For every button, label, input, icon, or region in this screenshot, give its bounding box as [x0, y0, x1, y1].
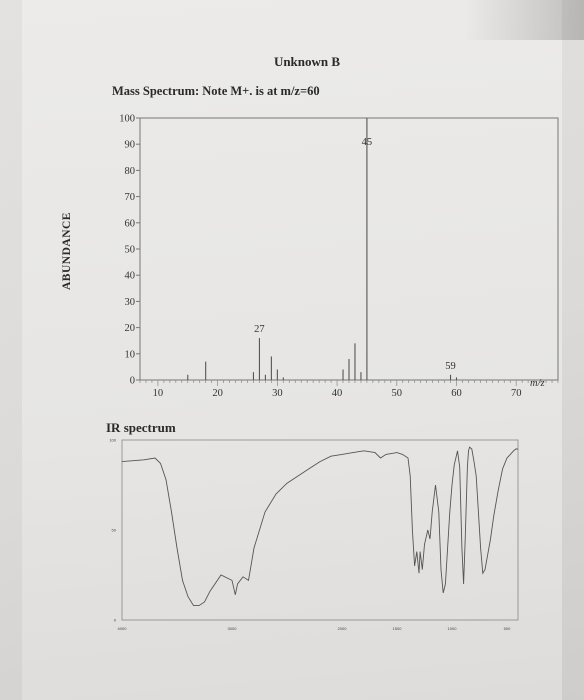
ir-y-tick-label: 0 [114, 618, 117, 623]
ms-y-tick-label: 80 [125, 166, 136, 177]
ir-y-tick-label: 100 [109, 438, 116, 443]
ms-peak-label-45: 45 [362, 137, 373, 148]
ir-spectrum-line [121, 446, 518, 607]
ir-plot-frame [121, 439, 519, 621]
shadow [464, 0, 584, 40]
mass-spectrum-heading: Mass Spectrum: Note M+. is at m/z=60 [112, 84, 320, 98]
ir-x-tick-label: 4000 [118, 626, 128, 631]
ms-y-ticks: 0 10 20 30 40 50 60 70 80 90 100 [119, 114, 140, 387]
ir-x-tick-label: 2000 [338, 626, 348, 631]
ms-x-tick-label: 40 [332, 388, 343, 399]
ms-x-tick-label: 20 [212, 388, 223, 399]
ms-y-tick-label: 90 [125, 140, 136, 151]
ms-x-tick-label: 70 [511, 388, 522, 399]
ms-peak-label-27: 27 [254, 324, 265, 335]
ms-peak-labels: 27 45 59 [254, 137, 456, 372]
ms-x-axis-label: m/z [530, 378, 545, 389]
ms-x-tick-label: 30 [272, 388, 283, 399]
ms-x-tick-label: 50 [392, 388, 403, 399]
ms-y-tick-label: 60 [125, 218, 136, 229]
ms-y-tick-label: 20 [125, 323, 136, 334]
ms-x-tick-label: 10 [153, 388, 164, 399]
ms-y-tick-label: 50 [125, 245, 136, 256]
ms-y-tick-label: 10 [125, 349, 136, 360]
ir-x-tick-label: 3000 [228, 626, 238, 631]
ms-y-tick-label: 30 [125, 297, 136, 308]
ms-y-tick-label: 40 [125, 271, 136, 282]
ir-spectrum-heading: IR spectrum [106, 420, 176, 435]
ms-peak-label-59: 59 [445, 361, 456, 372]
ir-y-tick-label: 50 [112, 528, 117, 533]
ms-x-ticks: 10 20 30 40 50 60 70 [139, 380, 559, 399]
paper-sheet [22, 0, 562, 700]
ms-y-tick-label: 100 [119, 114, 135, 125]
ir-x-tick-label: 1500 [393, 626, 403, 631]
page-title: Unknown B [273, 54, 341, 69]
ir-x-tick-label: 1000 [448, 626, 458, 631]
ms-peaks [187, 118, 458, 380]
ir-x-tick-label: 500 [504, 626, 511, 631]
ms-y-tick-label: 0 [130, 376, 135, 387]
ms-x-tick-label: 60 [451, 388, 462, 399]
ir-ticks: 4000 3000 2000 1500 1000 500 0 50 100 [109, 438, 511, 632]
ms-y-tick-label: 70 [125, 192, 136, 203]
